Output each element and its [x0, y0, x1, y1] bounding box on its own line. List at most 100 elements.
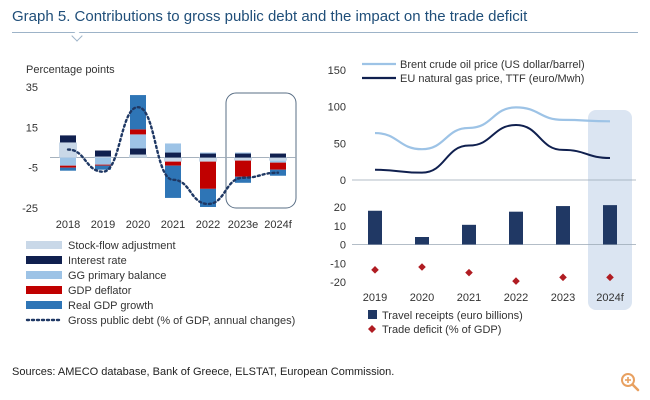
bar-interest [270, 153, 286, 158]
trade-y-tick-label: 0 [340, 240, 346, 252]
legend-swatch-deflator [26, 286, 62, 294]
bar-gdp-growth [95, 165, 111, 170]
line-brent [374, 106, 611, 151]
bar-travel-receipts [603, 205, 617, 245]
legend-label: Brent crude oil price (US dollar/barrel) [400, 59, 585, 71]
gross-public-debt-line [66, 105, 280, 206]
bar-gdp-growth [235, 176, 251, 183]
bar-primary-balance [200, 152, 216, 154]
left-x-tick-label: 2018 [56, 219, 80, 231]
legend-swatch-stock-flow [26, 241, 62, 249]
bar-travel-receipts [368, 210, 382, 245]
bar-deflator [270, 162, 286, 170]
bar-stock-flow [199, 157, 217, 162]
bar-primary-balance [95, 157, 111, 165]
legend-label: GG primary balance [68, 270, 166, 282]
legend-label: Stock-flow adjustment [68, 240, 176, 252]
marker-trade-deficit [371, 266, 379, 274]
bar-primary-balance [130, 134, 146, 149]
bar-primary-balance [270, 160, 286, 163]
legend-label: GDP deflator [68, 285, 132, 297]
left-chart-y-axis-label: Percentage points [26, 64, 115, 76]
legend-swatch-gdp-growth [26, 301, 62, 309]
trade-x-tick-label: 2019 [363, 292, 387, 304]
bar-deflator [130, 129, 146, 135]
marker-trade-deficit [559, 273, 567, 282]
bar-stock-flow [164, 157, 182, 162]
bar-primary-balance [60, 157, 76, 166]
left-y-tick-label: -5 [28, 163, 38, 175]
bar-deflator [200, 161, 216, 189]
legend-swatch-trade-deficit [368, 325, 376, 333]
graph-title: Graph 5. Contributions to gross public d… [12, 8, 528, 25]
energy-y-tick-label: 100 [328, 102, 346, 114]
bar-gdp-growth [200, 188, 216, 207]
bar-travel-receipts [509, 211, 523, 245]
trade-y-tick-label: 20 [334, 202, 346, 214]
left-chart-contributions: 35 15 -5 -25 2018 2019 2020 2021 2022 2023e 2024f S… [22, 82, 297, 327]
left-x-tick-label: 2021 [161, 219, 185, 231]
legend-label: Interest rate [68, 255, 127, 267]
bar-stock-flow [234, 157, 252, 161]
legend-label: Trade deficit (% of GDP) [382, 324, 501, 336]
left-x-tick-label: 2024f [264, 219, 292, 231]
legend-label: Real GDP growth [68, 300, 153, 312]
bar-gdp-growth [60, 167, 76, 171]
trade-x-tick-label: 2023 [551, 292, 575, 304]
bar-interest [165, 152, 181, 158]
bar-deflator [60, 165, 76, 168]
bar-stock-flow [269, 157, 287, 161]
trade-y-tick-label: -10 [330, 258, 346, 270]
legend-swatch-interest [26, 256, 62, 264]
left-x-tick-label: 2020 [126, 219, 150, 231]
legend-swatch-travel-receipts [368, 310, 377, 319]
bar-interest [130, 148, 146, 155]
title-divider [12, 32, 638, 33]
left-x-tick-label: 2023e [228, 219, 259, 231]
bar-travel-receipts [415, 237, 429, 245]
trade-x-tick-label: 2022 [504, 292, 528, 304]
left-y-tick-label: 35 [26, 82, 38, 94]
forecast-highlight-box [225, 92, 297, 209]
left-y-tick-label: 15 [26, 122, 38, 134]
marker-trade-deficit [606, 273, 614, 282]
bar-interest [95, 150, 111, 157]
bar-interest [60, 135, 76, 143]
marker-trade-deficit [465, 268, 473, 277]
bar-primary-balance [165, 143, 181, 153]
left-y-tick-label: -25 [22, 203, 38, 215]
legend-label: Travel receipts (euro billions) [382, 310, 523, 322]
bar-primary-balance [235, 152, 251, 154]
bar-stock-flow [129, 154, 147, 158]
bar-gdp-growth [130, 95, 146, 130]
bar-deflator [95, 164, 111, 166]
legend-label: Gross public debt (% of GDP, annual chan… [68, 315, 295, 327]
bar-deflator [235, 160, 251, 177]
line-ttf [374, 123, 611, 174]
trade-x-tick-label: 2020 [410, 292, 434, 304]
left-x-tick-label: 2022 [196, 219, 220, 231]
bar-interest [235, 153, 251, 158]
energy-y-tick-label: 0 [340, 175, 346, 187]
trade-y-tick-label: 10 [334, 221, 346, 233]
bar-gdp-growth [165, 165, 181, 198]
zoom-in-icon[interactable] [620, 372, 640, 392]
energy-y-tick-label: 50 [334, 138, 346, 150]
bar-travel-receipts [462, 224, 476, 245]
bar-deflator [165, 161, 181, 166]
marker-trade-deficit [418, 263, 426, 271]
right-bottom-chart-trade: 20 10 0 -10 -20 2019 2020 2021 2022 2023 2024f Trav… [330, 202, 636, 336]
bar-interest [200, 153, 216, 158]
energy-y-tick-label: 150 [328, 65, 346, 77]
bar-travel-receipts [556, 206, 570, 245]
marker-trade-deficit [512, 277, 520, 285]
legend-label: EU natural gas price, TTF (euro/Mwh) [400, 73, 584, 85]
left-x-tick-label: 2019 [91, 219, 115, 231]
trade-y-tick-label: -20 [330, 277, 346, 289]
trade-x-tick-label: 2024f [596, 292, 624, 304]
trade-x-tick-label: 2021 [457, 292, 481, 304]
legend-swatch-primary-balance [26, 271, 62, 279]
bar-stock-flow [94, 156, 112, 158]
